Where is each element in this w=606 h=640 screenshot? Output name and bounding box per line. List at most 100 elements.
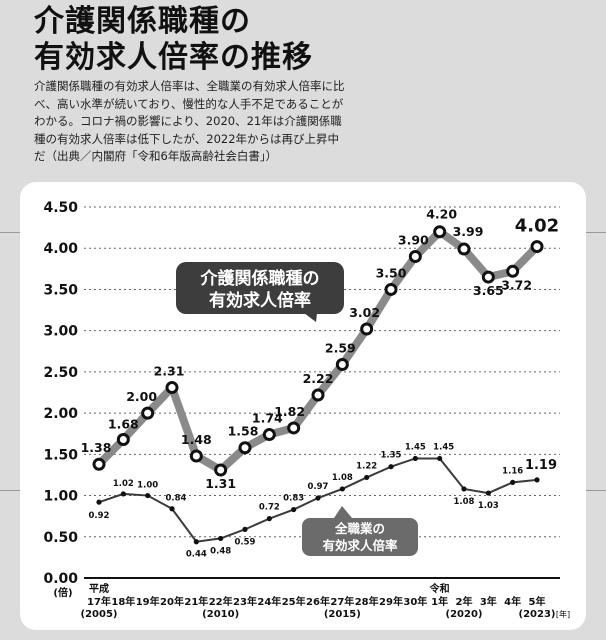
- data-label-care: 3.50: [376, 265, 407, 280]
- data-label-all: 1.00: [137, 481, 158, 491]
- x-unit-label: [年]: [556, 609, 570, 619]
- callout-pointer-all: [334, 506, 352, 518]
- data-label-care: 3.90: [398, 232, 429, 247]
- chart-card: [20, 182, 586, 630]
- y-tick-label: 3.00: [43, 324, 78, 340]
- data-point-care: [92, 457, 106, 471]
- margin-rule-bottom-left: [0, 490, 20, 491]
- data-label-care: 1.48: [181, 432, 212, 447]
- x-tick-sublabel: (2023): [519, 609, 556, 620]
- data-label-all: 1.45: [405, 442, 426, 452]
- data-label-all: 0.72: [259, 503, 280, 513]
- data-label-care: 3.02: [349, 305, 380, 320]
- x-tick-sublabel: (2015): [324, 609, 361, 620]
- x-tick-label: 26年: [306, 595, 330, 608]
- data-point-care: [238, 441, 252, 455]
- description-line: だ（出典／内閣府「令和6年版高齢社会白書」）: [34, 149, 278, 163]
- y-tick-label: 0.00: [43, 571, 78, 587]
- x-tick-label: 25年: [282, 595, 306, 608]
- era-label-heisei: 平成: [89, 582, 109, 595]
- data-label-all: 1.03: [478, 501, 499, 511]
- data-label-care: 3.99: [453, 224, 484, 239]
- data-point-all: [315, 495, 321, 501]
- margin-rule-bottom-right: [586, 490, 606, 491]
- data-label-all: 0.84: [166, 494, 187, 504]
- data-point-care: [360, 322, 374, 336]
- description-line: べ、高い水準が続いており、慢性的な人手不足であることが: [34, 96, 344, 111]
- data-point-all: [485, 490, 491, 496]
- data-point-care: [530, 240, 544, 254]
- data-point-all: [291, 506, 297, 513]
- y-tick-label: 4.50: [43, 200, 78, 216]
- x-tick-sublabel: (2020): [446, 609, 483, 620]
- data-point-care: [214, 463, 228, 477]
- x-tick-label: 29年: [379, 595, 403, 608]
- data-label-care: 1.31: [205, 476, 236, 491]
- x-tick-label: 17年: [87, 595, 111, 608]
- description: 介護関係職種の有効求人倍率は、全職業の有効求人倍率に比 べ、高い水準が続いており…: [34, 78, 574, 166]
- x-tick-label: 20年: [160, 595, 184, 608]
- data-point-all: [412, 455, 418, 462]
- data-label-care: 1.74: [252, 411, 283, 426]
- data-label-care: 1.58: [228, 424, 259, 439]
- x-tick-label: 23年: [233, 595, 257, 608]
- data-point-all: [388, 464, 394, 470]
- series-name-all: 有効求人倍率: [322, 538, 398, 553]
- y-tick-label: 4.00: [43, 241, 78, 257]
- data-point-care: [481, 270, 495, 284]
- data-label-care: 2.00: [126, 389, 157, 404]
- data-point-care: [165, 381, 179, 395]
- y-tick-label: 2.50: [43, 365, 78, 381]
- data-point-care: [384, 282, 398, 296]
- x-tick-label: 21年: [184, 595, 208, 608]
- description-line: 種の有効求人倍率は低下したが、2022年からは再び上昇中: [34, 131, 340, 146]
- data-point-care: [311, 388, 325, 402]
- data-label-care: 3.65: [473, 283, 504, 298]
- data-label-all: 0.59: [235, 537, 256, 547]
- data-point-care: [408, 249, 422, 263]
- x-tick-label: 24年: [257, 595, 281, 608]
- title-line-2: 有効求人倍率の推移: [34, 40, 313, 75]
- data-label-care: 4.20: [426, 207, 457, 222]
- x-tick-label: 4年: [504, 595, 521, 608]
- description-line: 介護関係職種の有効求人倍率は、全職業の有効求人倍率に比: [34, 79, 345, 93]
- data-point-all: [461, 486, 467, 492]
- data-label-all: 0.83: [283, 494, 304, 504]
- data-point-all: [339, 486, 345, 492]
- x-tick-sublabel: (2005): [81, 609, 118, 620]
- x-tick-sublabel: (2010): [202, 609, 239, 620]
- data-label-care: 2.22: [303, 371, 334, 386]
- data-point-care: [141, 406, 155, 420]
- x-tick-label: 5年: [529, 595, 546, 608]
- data-label-all: 1.16: [502, 466, 523, 476]
- data-point-all: [169, 506, 175, 512]
- data-point-care: [433, 225, 447, 239]
- series-callout-all: [302, 518, 418, 556]
- data-point-all: [364, 474, 370, 481]
- data-label-all: 1.22: [356, 461, 377, 471]
- data-point-all: [193, 539, 199, 545]
- data-point-all: [534, 477, 540, 483]
- data-point-care: [457, 242, 471, 256]
- data-point-all: [510, 479, 516, 485]
- data-point-care: [335, 357, 349, 371]
- data-label-care: 2.59: [325, 340, 356, 355]
- data-label-care: 1.68: [108, 416, 139, 431]
- series-callout-care: [176, 262, 344, 314]
- data-point-all: [242, 526, 248, 532]
- y-unit-label: (倍): [53, 586, 72, 599]
- description-line: わかる。コロナ禍の影響により、2020、21年は介護関係職: [34, 114, 342, 128]
- x-tick-label: 18年: [111, 595, 135, 608]
- y-tick-label: 1.50: [43, 447, 78, 463]
- x-tick-label: 19年: [136, 595, 160, 608]
- data-point-all: [120, 491, 126, 497]
- x-tick-label: 30年: [403, 595, 427, 608]
- data-label-care: 3.72: [501, 277, 532, 292]
- data-label-all: 1.02: [113, 479, 134, 489]
- data-label-care: 4.02: [515, 216, 559, 237]
- data-point-care: [287, 421, 301, 435]
- data-point-care: [116, 432, 130, 446]
- data-point-care: [189, 449, 203, 463]
- era-label-reiwa: 令和: [429, 582, 450, 595]
